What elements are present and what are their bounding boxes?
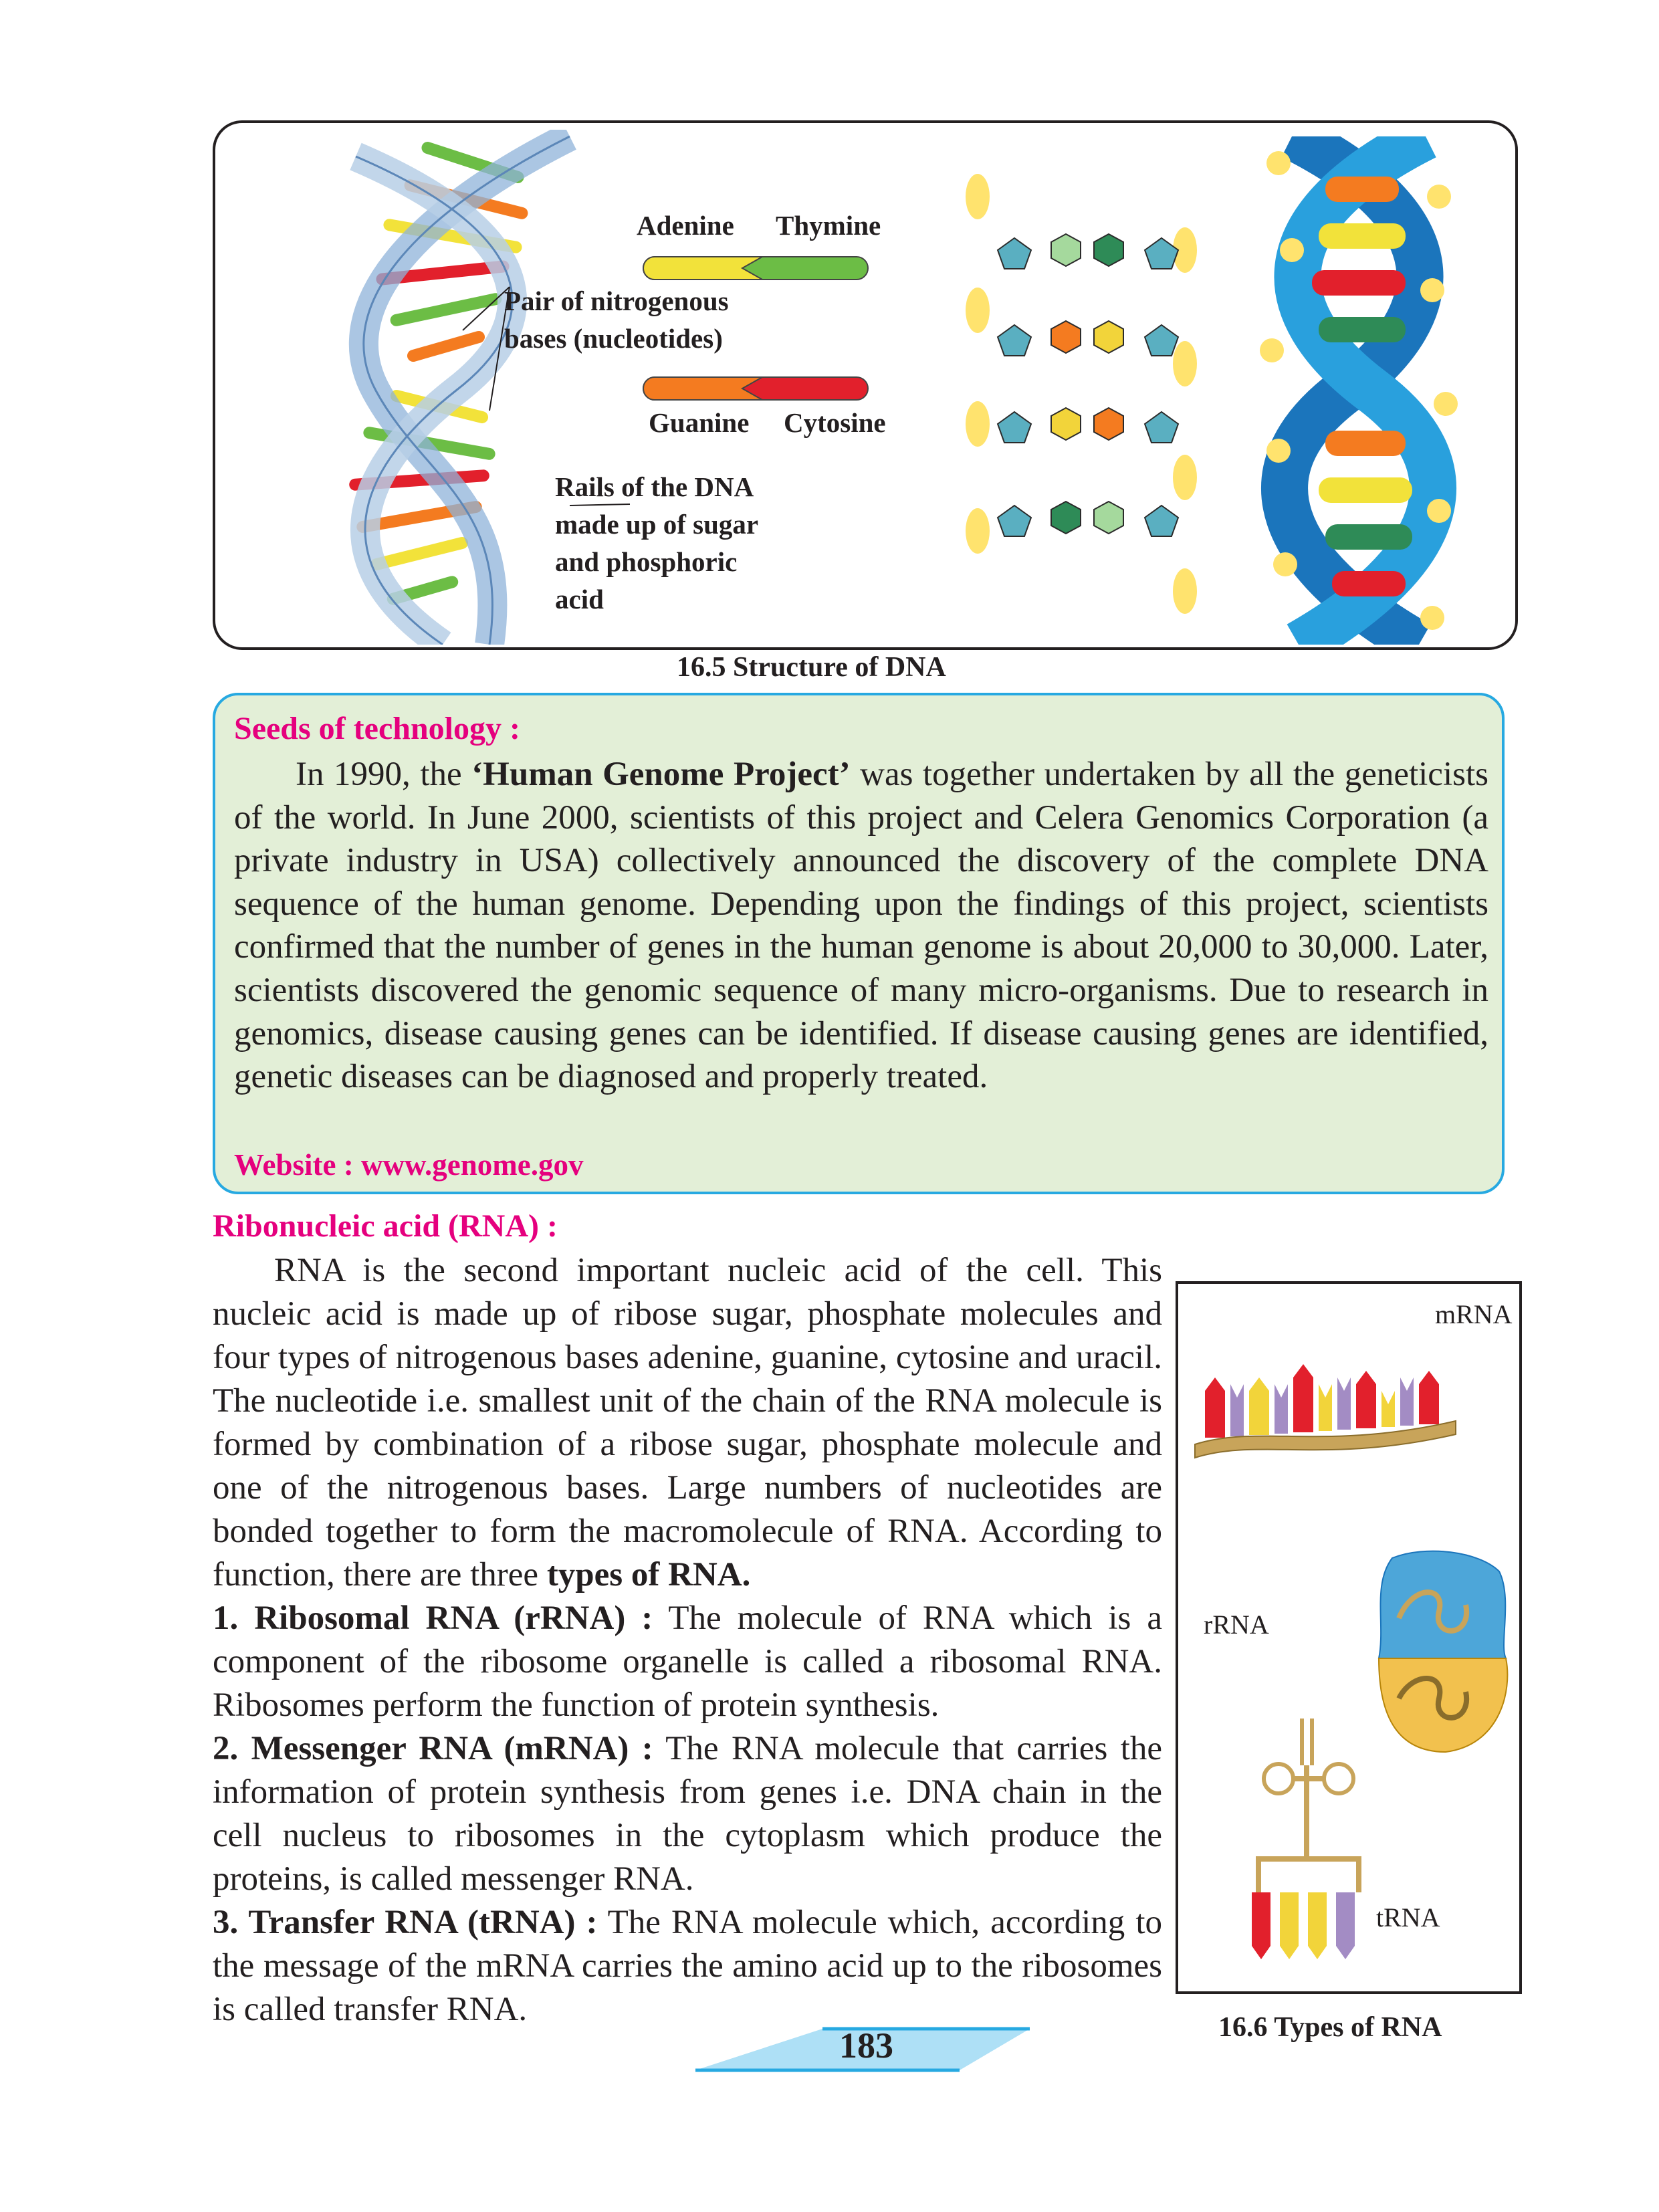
rrna-paragraph: 1. Ribosomal RNA (rRNA) : The molecule o… bbox=[213, 1597, 1162, 1727]
rna-body-text: RNA is the second important nucleic acid… bbox=[213, 1249, 1162, 2031]
space-filling-dna-model bbox=[1260, 136, 1458, 645]
guanine-cytosine-pair-bar bbox=[643, 376, 869, 401]
mrna-term: 2. Messenger RNA (mRNA) : bbox=[213, 1730, 653, 1767]
cytosine-label: Cytosine bbox=[784, 407, 886, 438]
seeds-para-rest: was together undertaken by all the genet… bbox=[234, 756, 1488, 1096]
seeds-of-technology-box: Seeds of technology : In 1990, the ‘Huma… bbox=[213, 693, 1505, 1194]
mrna-desc: The RNA molecule that carries the inform… bbox=[213, 1730, 1163, 1898]
adenine-thymine-pair-bar bbox=[643, 256, 869, 280]
figure-16-5-caption: 16.5 Structure of DNA bbox=[677, 652, 946, 683]
guanine-label: Guanine bbox=[649, 407, 750, 438]
trna-illustration bbox=[1252, 1719, 1361, 1959]
rails-label-line3: and phosphoric bbox=[555, 546, 738, 577]
rails-label-line1: Rails of the DNA bbox=[555, 471, 754, 502]
seeds-paragraph: In 1990, the ‘Human Genome Project’ was … bbox=[234, 753, 1488, 1099]
types-of-rna-bold: types of RNA. bbox=[546, 1556, 751, 1593]
page-number: 183 bbox=[839, 2025, 893, 2066]
seeds-title: Seeds of technology : bbox=[234, 711, 520, 746]
genome-website: Website : www.genome.gov bbox=[234, 1148, 584, 1182]
rrna-term: 1. Ribosomal RNA (rRNA) : bbox=[213, 1599, 653, 1637]
thymine-label: Thymine bbox=[776, 210, 881, 241]
rna-types-figure: mRNA rRNA tRNA bbox=[1176, 1281, 1522, 1994]
rna-intro-text: RNA is the second important nucleic acid… bbox=[213, 1252, 1162, 1593]
trna-figure-label: tRNA bbox=[1376, 1902, 1440, 1932]
pair-label-line2: bases (nucleotides) bbox=[504, 323, 723, 354]
seeds-para-start: In 1990, the bbox=[296, 756, 472, 793]
human-genome-project-name: ‘Human Genome Project’ bbox=[471, 756, 851, 793]
trna-desc: The RNA molecule which, according to the… bbox=[213, 1904, 1162, 2028]
dna-structure-figure: Adenine Thymine Pair of nitrogenous base… bbox=[213, 120, 1518, 650]
mrna-paragraph: 2. Messenger RNA (mRNA) : The RNA molecu… bbox=[213, 1727, 1162, 1901]
adenine-label: Adenine bbox=[637, 210, 734, 241]
rrna-illustration bbox=[1377, 1550, 1509, 1753]
trna-paragraph: 3. Transfer RNA (tRNA) : The RNA molecul… bbox=[213, 1901, 1162, 2031]
rna-intro-paragraph: RNA is the second important nucleic acid… bbox=[213, 1249, 1162, 1597]
trna-term: 3. Transfer RNA (tRNA) : bbox=[213, 1904, 598, 1941]
pair-label-line1: Pair of nitrogenous bbox=[504, 286, 729, 316]
rna-heading: Ribonucleic acid (RNA) : bbox=[213, 1208, 558, 1244]
mrna-illustration bbox=[1194, 1364, 1456, 1459]
rrna-desc: The molecule of RNA which is a component… bbox=[213, 1599, 1162, 1724]
rails-label-line4: acid bbox=[555, 584, 604, 615]
figure-16-6-caption: 16.6 Types of RNA bbox=[1218, 2012, 1442, 2043]
page-number-banner bbox=[695, 2027, 1030, 2072]
rails-label-line2: made up of sugar bbox=[555, 509, 759, 540]
dna-double-helix-image bbox=[348, 130, 631, 645]
base-pair-chemical-diagram bbox=[966, 174, 1197, 614]
rrna-figure-label: rRNA bbox=[1204, 1610, 1269, 1640]
mrna-figure-label: mRNA bbox=[1435, 1299, 1513, 1329]
